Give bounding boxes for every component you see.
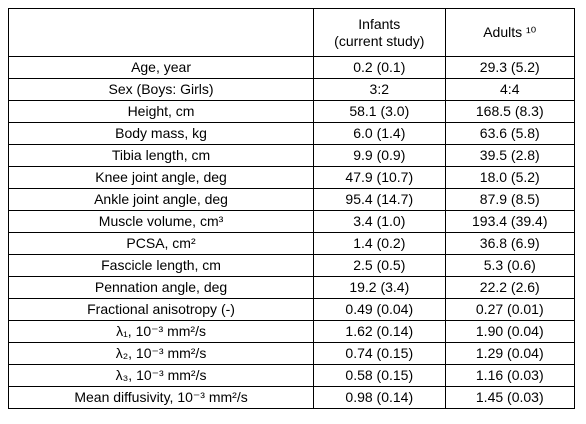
table-row: λ₃, 10⁻³ mm²/s 0.58 (0.15) 1.16 (0.03) (7, 364, 576, 387)
header-text: Infants (358, 15, 401, 32)
table-row: Sex (Boys: Girls) 3:2 4:4 (7, 78, 576, 101)
table-row: Fractional anisotropy (-) 0.49 (0.04) 0.27… (7, 298, 576, 321)
row-label: Pennation angle, deg (7, 276, 315, 299)
cell: 6.0 (1.4) (313, 122, 446, 145)
cell: 19.2 (3.4) (313, 276, 446, 299)
cell: 1.90 (0.04) (444, 320, 576, 343)
table-row: Knee joint angle, deg 47.9 (10.7) 18.0 (5.… (7, 166, 576, 189)
row-label: Tibia length, cm (7, 144, 315, 167)
cell: 36.8 (6.9) (444, 232, 576, 255)
row-label: Sex (Boys: Girls) (7, 78, 315, 101)
table-row: PCSA, cm² 1.4 (0.2) 36.8 (6.9) (7, 232, 576, 255)
row-label: Knee joint angle, deg (7, 166, 315, 189)
data-table: Infants (current study) Adults ¹⁰ Age, year… (7, 8, 576, 409)
table-row: Body mass, kg 6.0 (1.4) 63.6 (5.8) (7, 122, 576, 145)
cell: 39.5 (2.8) (444, 144, 576, 167)
table-row: Tibia length, cm 9.9 (0.9) 39.5 (2.8) (7, 144, 576, 167)
cell: 1.29 (0.04) (444, 342, 576, 365)
table-row: Height, cm 58.1 (3.0) 168.5 (8.3) (7, 100, 576, 123)
cell: 3:2 (313, 78, 446, 101)
cell: 1.62 (0.14) (313, 320, 446, 343)
cell: 3.4 (1.0) (313, 210, 446, 233)
cell: 0.98 (0.14) (313, 386, 446, 409)
cell: 87.9 (8.5) (444, 188, 576, 211)
table-row: Pennation angle, deg 19.2 (3.4) 22.2 (2.6) (7, 276, 576, 299)
table-row: λ₁, 10⁻³ mm²/s 1.62 (0.14) 1.90 (0.04) (7, 320, 576, 343)
row-label: λ₂, 10⁻³ mm²/s (7, 342, 315, 365)
cell: 47.9 (10.7) (313, 166, 446, 189)
table-row: λ₂, 10⁻³ mm²/s 0.74 (0.15) 1.29 (0.04) (7, 342, 576, 365)
cell: 1.4 (0.2) (313, 232, 446, 255)
cell: 4:4 (444, 78, 576, 101)
header-cell: Infants (current study) (313, 8, 446, 57)
header-cell: Adults ¹⁰ (444, 8, 576, 57)
cell: 0.49 (0.04) (313, 298, 446, 321)
table-row: Fascicle length, cm 2.5 (0.5) 5.3 (0.6) (7, 254, 576, 277)
cell: 22.2 (2.6) (444, 276, 576, 299)
cell: 95.4 (14.7) (313, 188, 446, 211)
cell: 0.2 (0.1) (313, 56, 446, 79)
row-label: Fascicle length, cm (7, 254, 315, 277)
cell: 0.27 (0.01) (444, 298, 576, 321)
cell: 1.16 (0.03) (444, 364, 576, 387)
header-cell (7, 8, 315, 57)
cell: 29.3 (5.2) (444, 56, 576, 79)
cell: 1.45 (0.03) (444, 386, 576, 409)
cell: 9.9 (0.9) (313, 144, 446, 167)
header-text: Adults ¹⁰ (483, 24, 537, 40)
table-row: Muscle volume, cm³ 3.4 (1.0) 193.4 (39.4) (7, 210, 576, 233)
cell: 5.3 (0.6) (444, 254, 576, 277)
table-row: Age, year 0.2 (0.1) 29.3 (5.2) (7, 56, 576, 79)
cell: 2.5 (0.5) (313, 254, 446, 277)
header-text: (current study) (334, 32, 425, 49)
row-label: Fractional anisotropy (-) (7, 298, 315, 321)
cell: 18.0 (5.2) (444, 166, 576, 189)
header-row: Infants (current study) Adults ¹⁰ (7, 8, 576, 57)
row-label: λ₃, 10⁻³ mm²/s (7, 364, 315, 387)
row-label: λ₁, 10⁻³ mm²/s (7, 320, 315, 343)
table-row: Mean diffusivity, 10⁻³ mm²/s 0.98 (0.14) 1… (7, 386, 576, 409)
row-label: Muscle volume, cm³ (7, 210, 315, 233)
cell: 0.74 (0.15) (313, 342, 446, 365)
cell: 193.4 (39.4) (444, 210, 576, 233)
cell: 63.6 (5.8) (444, 122, 576, 145)
row-label: Height, cm (7, 100, 315, 123)
row-label: Age, year (7, 56, 315, 79)
table-row: Ankle joint angle, deg 95.4 (14.7) 87.9 (8… (7, 188, 576, 211)
cell: 58.1 (3.0) (313, 100, 446, 123)
cell: 168.5 (8.3) (444, 100, 576, 123)
cell: 0.58 (0.15) (313, 364, 446, 387)
row-label: Mean diffusivity, 10⁻³ mm²/s (7, 386, 315, 409)
row-label: Ankle joint angle, deg (7, 188, 315, 211)
row-label: PCSA, cm² (7, 232, 315, 255)
row-label: Body mass, kg (7, 122, 315, 145)
